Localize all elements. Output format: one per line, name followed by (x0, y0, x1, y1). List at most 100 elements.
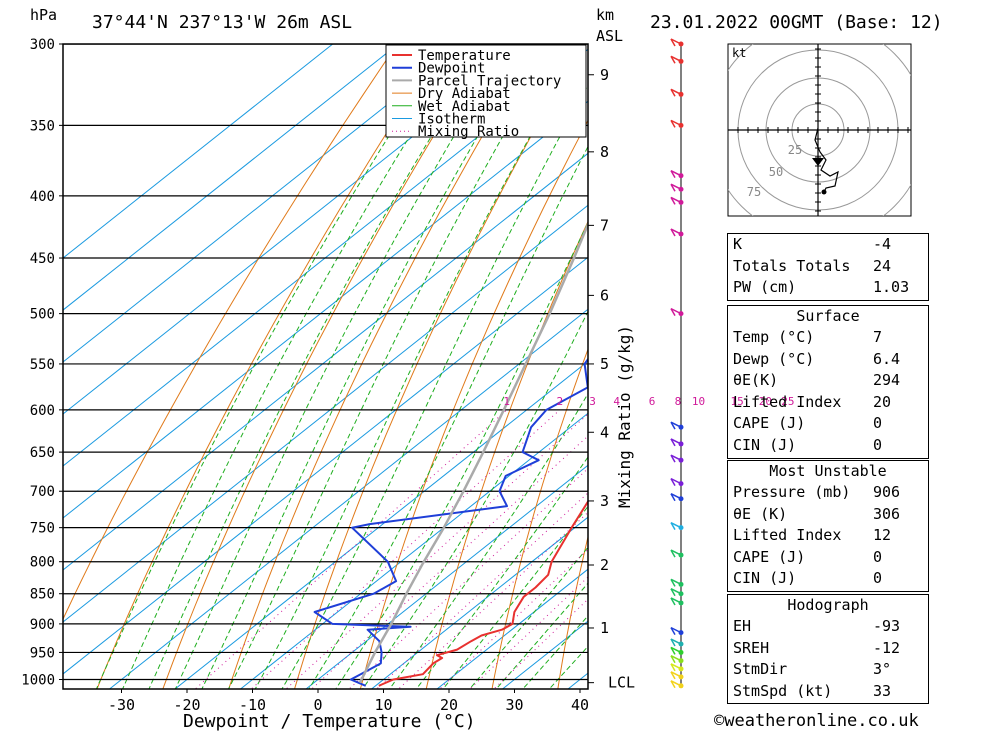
wind-level-dot (678, 41, 684, 47)
temperature-tick-label: 30 (505, 696, 523, 714)
hodograph-ring-label: 75 (747, 185, 761, 199)
pressure-tick-label: 700 (30, 484, 55, 500)
wind-level-dot (678, 683, 684, 689)
isotherm-line (63, 100, 588, 519)
mixing-ratio-line (439, 548, 588, 689)
wind-level-dot (678, 525, 684, 531)
row-value: 20 (873, 392, 892, 411)
indices-table: K -4 Totals Totals 24 PW (cm) 1.03 (727, 233, 929, 301)
table-row: StmDir 3° (728, 659, 928, 681)
mixing-ratio-label: 6 (649, 395, 656, 408)
isotherm-line (109, 308, 588, 689)
row-key: K (733, 235, 743, 253)
row-key: Temp (°C) (733, 328, 815, 346)
pressure-tick-label: 600 (30, 403, 55, 419)
isotherm-line (63, 256, 588, 675)
row-key: CIN (J) (733, 435, 797, 454)
row-key: StmSpd (kt) (733, 681, 833, 700)
wind-barb-feather (670, 638, 676, 647)
km-tick-label: 3 (600, 492, 609, 510)
wind-level-dot (678, 666, 684, 672)
dry-adiabat-line (63, 44, 398, 621)
row-value: 294 (873, 371, 901, 389)
wind-barb-feather (670, 197, 676, 205)
wind-barb-feather (670, 119, 676, 128)
wind-barb-feather (670, 522, 676, 531)
wind-level-dot (678, 424, 684, 430)
dry-adiabat-line (950, 26, 1000, 705)
series-dewpoint-line (313, 357, 588, 687)
wind-barb-feather (670, 308, 676, 317)
row-key: Lifted Index (733, 526, 842, 544)
mixing-ratio-label: 8 (675, 395, 682, 408)
wind-barb-feather (670, 183, 676, 192)
footer-credit: ©weatheronline.co.uk (714, 711, 919, 731)
row-value: 0 (873, 569, 883, 587)
legend-box (385, 44, 587, 138)
wet-adiabat-line (254, 44, 584, 689)
temperature-tick-label: -30 (108, 696, 135, 714)
table-row: CIN (J) 0 (728, 568, 928, 590)
wind-barb-feather (670, 38, 676, 47)
isotherm-line (63, 44, 465, 363)
wet-adiabat-line (468, 546, 588, 689)
isotherm-line (63, 204, 588, 623)
table-row: Lifted Index 20 (728, 392, 928, 414)
row-value: 3° (873, 660, 892, 678)
km-tick-label: 1 (600, 619, 609, 637)
pressure-tick-label: 300 (30, 37, 55, 53)
most-unstable-table: Most Unstable Pressure (mb) 906 θE (K) 306… (727, 460, 929, 592)
row-value: 6.4 (873, 349, 901, 368)
row-key: SREH (733, 638, 770, 657)
mixing-ratio-label: 15 (730, 395, 743, 408)
isotherm-line (63, 44, 530, 415)
wet-adiabat-line (95, 44, 449, 689)
row-value: 12 (873, 526, 892, 544)
dry-adiabat-line (491, 347, 588, 689)
table-row: Dewp (°C) 6.4 (728, 349, 928, 371)
row-key: Totals Totals (733, 256, 851, 275)
wind-level-dot (678, 496, 684, 502)
dry-adiabat-line (162, 44, 491, 689)
pressure-tick-label: 350 (30, 118, 55, 134)
table-row: PW (cm) 1.03 (728, 277, 928, 299)
mixing-ratio-label: 20 (759, 395, 772, 408)
row-value: 906 (873, 483, 901, 501)
wind-level-dot (678, 173, 684, 179)
row-value: 33 (873, 681, 892, 700)
mixing-ratio-label: 3 (589, 395, 596, 408)
row-value: 0 (873, 435, 883, 454)
wind-barb-feather (670, 55, 676, 64)
km-tick-label: 8 (600, 143, 609, 161)
dry-adiabat-line (96, 44, 445, 689)
hodograph-point (821, 189, 827, 195)
wind-barb-feather (670, 228, 676, 237)
temperature-tick-label: 0 (313, 696, 322, 714)
row-value: -93 (873, 617, 901, 635)
wet-adiabat-line (495, 582, 588, 689)
table-row: K -4 (728, 234, 928, 256)
wet-adiabat-line (201, 44, 534, 689)
surface-table: Surface Temp (°C) 7 Dewp (°C) 6.4 θE(K) 294… (727, 305, 929, 459)
wind-level-dot (678, 58, 684, 64)
row-value: 306 (873, 504, 901, 523)
plot-frame (62, 43, 589, 690)
legend-label: Dry Adiabat (418, 86, 511, 102)
hodograph-trace (814, 127, 839, 193)
temperature-tick-label: 10 (374, 696, 392, 714)
sounding-series (313, 221, 588, 687)
legend-label: Dewpoint (418, 61, 485, 77)
hodograph-title: Hodograph (787, 596, 869, 614)
wind-barb-feather (670, 549, 676, 558)
isotherm-line (240, 412, 588, 689)
wind-level-dot (678, 122, 684, 128)
mixing-ratio-line (194, 409, 508, 689)
dry-adiabat-line (425, 220, 588, 689)
table-row: StmSpd (kt) 33 (728, 681, 928, 703)
wind-barb-feather (670, 588, 676, 597)
mixing-ratio-line (285, 413, 588, 689)
wind-barb-feather (670, 170, 676, 179)
row-key: θE(K) (733, 371, 779, 389)
wind-level-dot (678, 311, 684, 317)
